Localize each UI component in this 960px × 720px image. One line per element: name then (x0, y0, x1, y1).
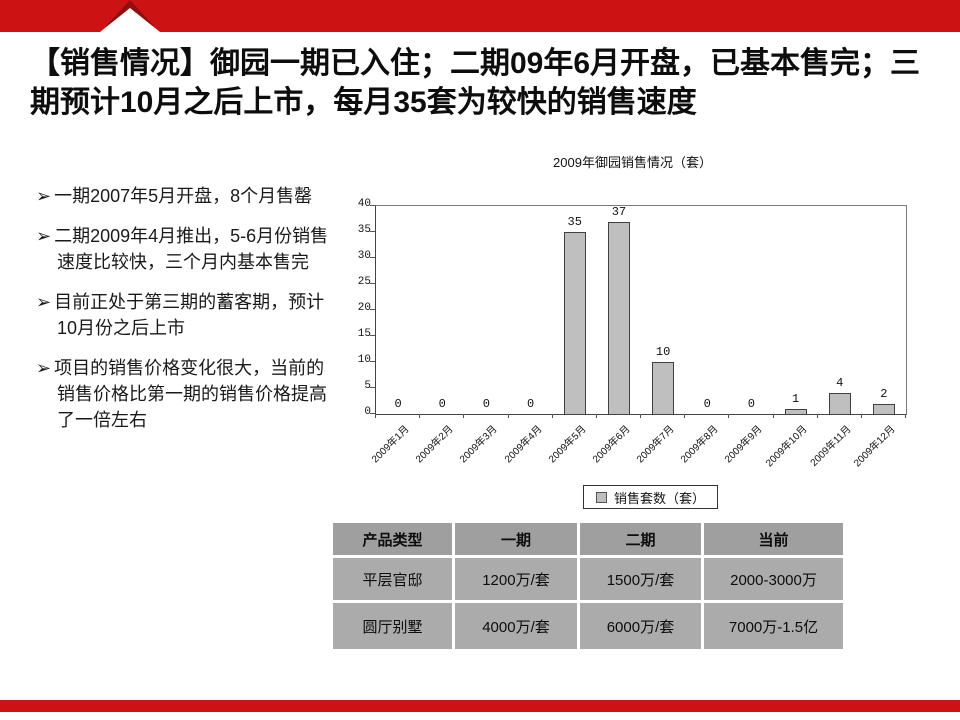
x-axis-tick (507, 414, 509, 418)
bullet-text: 二期2009年4月推出，5-6月份销售速度比较快，三个月内基本售完 (54, 226, 329, 272)
x-axis-tick (860, 414, 862, 418)
legend-label: 销售套数（套） (614, 490, 706, 506)
table-header-row: 产品类型 一期 二期 当前 (333, 523, 843, 555)
top-banner (0, 0, 960, 32)
x-axis-tick (728, 414, 730, 418)
x-axis-tick (772, 414, 774, 418)
x-axis-tick (684, 414, 686, 418)
chart-legend: 销售套数（套） (583, 485, 719, 509)
bar-value-label: 35 (567, 215, 582, 229)
y-axis-tick (370, 413, 375, 414)
y-axis-tick-label: 20 (357, 302, 371, 314)
table-cell: 1200万/套 (455, 558, 577, 600)
table-header-cell: 二期 (580, 523, 701, 555)
bar-value-label: 1 (791, 391, 800, 406)
y-axis-tick (370, 257, 375, 258)
sales-chart: 2009年御园销售情况（套） 0 0 0 0 35 37 10 0 0 1 4 2 销售套数（套） 0… (345, 148, 920, 520)
y-axis-tick-label: 30 (357, 250, 371, 262)
price-table-body: 产品类型 一期 二期 当前 平层官邸 1200万/套 1500万/套 2000-3000万 圆厅… (333, 523, 843, 649)
x-axis-tick (640, 414, 641, 418)
chart-plot-area: 0 0 0 0 35 37 10 0 0 1 4 2 (375, 205, 907, 415)
table-cell: 7000万-1.5亿 (704, 603, 843, 649)
bullet-item: ➢ 一期2007年5月开盘，8个月售罄 (36, 183, 338, 209)
bar-value-label: 0 (747, 397, 755, 411)
y-axis-tick-label: 0 (364, 406, 371, 418)
chart-title: 2009年御园销售情况（套） (553, 155, 712, 170)
chart-bar (872, 403, 895, 414)
bar-value-label: 0 (394, 397, 402, 411)
banner-triangle-icon (100, 0, 160, 32)
chart-bar (828, 393, 851, 414)
chart-bar (784, 408, 807, 414)
y-axis-tick-label: 25 (357, 276, 371, 288)
bar-value-label: 0 (526, 397, 535, 411)
y-axis-tick (370, 361, 375, 362)
bullet-item: ➢ 目前正处于第三期的蓄客期，预计10月份之后上市 (36, 289, 338, 341)
table-row: 圆厅别墅 4000万/套 6000万/套 7000万-1.5亿 (333, 603, 843, 649)
arrow-bullet-icon: ➢ (36, 186, 52, 206)
y-axis-tick-label: 40 (357, 198, 371, 210)
table-header-cell: 一期 (455, 523, 577, 555)
y-axis-tick-label: 5 (364, 380, 371, 392)
slide-title: 【销售情况】御园一期已入住；二期09年6月开盘，已基本售完；三期预计10月之后上… (30, 47, 921, 119)
y-axis-tick-label: 15 (357, 328, 371, 340)
table-row: 平层官邸 1200万/套 1500万/套 2000-3000万 (333, 558, 843, 600)
x-axis-tick (595, 414, 597, 418)
chart-bar (607, 221, 630, 414)
bar-value-label: 0 (438, 397, 446, 411)
y-axis-tick-label: 10 (357, 354, 371, 366)
bullet-item: ➢ 二期2009年4月推出，5-6月份销售速度比较快，三个月内基本售完 (36, 223, 338, 275)
x-axis-tick (375, 414, 376, 418)
price-table: 产品类型 一期 二期 当前 平层官邸 1200万/套 1500万/套 2000-3000万 圆厅… (330, 520, 846, 652)
table-cell: 6000万/套 (580, 603, 701, 649)
bar-value-label: 0 (703, 397, 711, 411)
bullet-text: 目前正处于第三期的蓄客期，预计10月份之后上市 (54, 292, 325, 338)
y-axis-tick (370, 231, 375, 232)
table-header-cell: 产品类型 (333, 523, 452, 555)
bar-value-label: 0 (482, 397, 490, 411)
bar-value-label: 10 (655, 345, 671, 359)
x-axis-tick (816, 414, 818, 418)
bar-value-label: 4 (836, 376, 844, 391)
table-cell: 平层官邸 (333, 558, 452, 600)
y-axis-tick (370, 283, 375, 284)
arrow-bullet-icon: ➢ (36, 358, 52, 378)
bullet-text: 一期2007年5月开盘，8个月售罄 (54, 186, 313, 206)
table-cell: 1500万/套 (580, 558, 701, 600)
arrow-bullet-icon: ➢ (36, 226, 52, 246)
y-axis-tick (370, 309, 375, 310)
chart-bar (563, 232, 586, 414)
arrow-bullet-icon: ➢ (36, 292, 52, 312)
table-cell: 2000-3000万 (704, 558, 843, 600)
bar-value-label: 37 (611, 204, 627, 219)
bullet-item: ➢ 项目的销售价格变化很大，当前的销售价格比第一期的销售价格提高了一倍左右 (36, 355, 338, 433)
y-axis-tick (370, 205, 375, 206)
x-axis-tick (419, 414, 421, 418)
table-header-cell: 当前 (704, 523, 843, 555)
x-axis-tick (905, 414, 906, 418)
table-cell: 4000万/套 (455, 603, 577, 649)
chart-bar (652, 362, 675, 414)
table-cell: 圆厅别墅 (333, 603, 452, 649)
y-axis-tick (370, 387, 375, 388)
x-axis-tick (463, 414, 465, 418)
x-axis-tick (551, 414, 553, 418)
legend-swatch-icon (596, 491, 607, 503)
y-axis-tick (370, 335, 375, 336)
bar-value-label: 2 (880, 386, 888, 401)
bullet-text: 项目的销售价格变化很大，当前的销售价格比第一期的销售价格提高了一倍左右 (54, 358, 327, 430)
bottom-accent-bar (0, 700, 960, 712)
y-axis-tick-label: 35 (357, 224, 371, 236)
bullet-list: ➢ 一期2007年5月开盘，8个月售罄 ➢ 二期2009年4月推出，5-6月份销售速度… (36, 183, 338, 447)
